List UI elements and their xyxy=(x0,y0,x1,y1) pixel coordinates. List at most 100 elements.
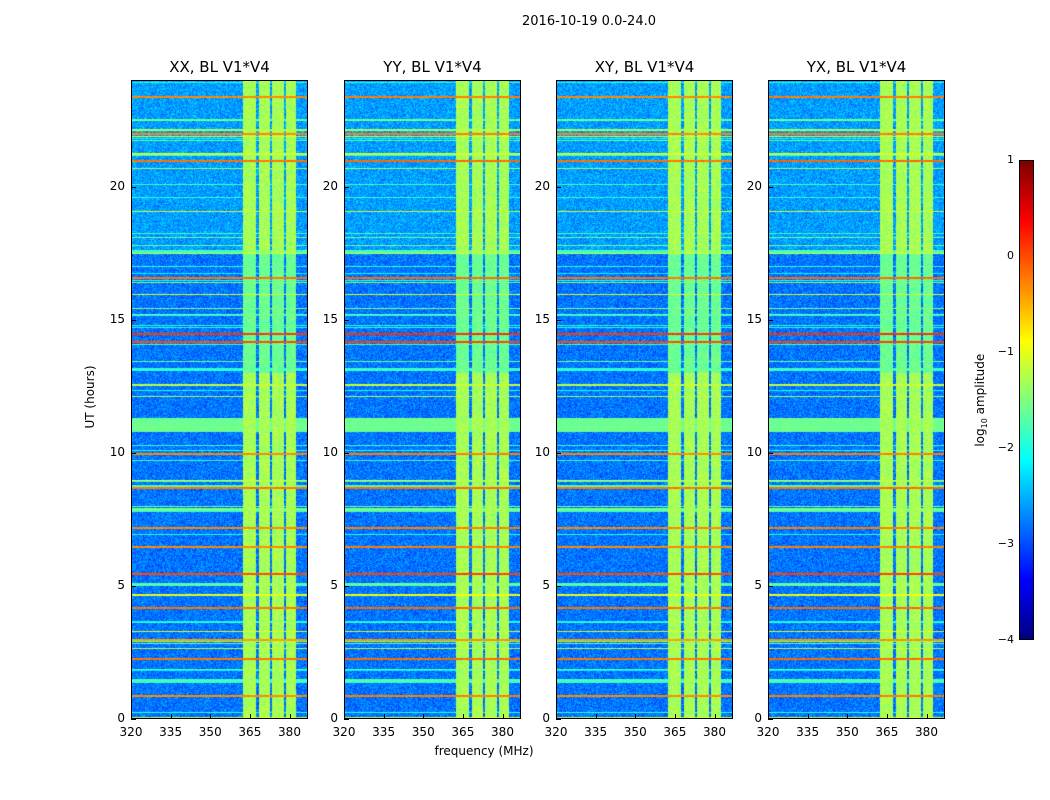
x-tick-mark xyxy=(502,714,504,719)
x-tick-label: 320 xyxy=(119,725,143,739)
y-tick-label: 10 xyxy=(109,444,125,459)
x-tick-mark xyxy=(847,714,849,719)
x-tick-label: 380 xyxy=(278,725,301,739)
axes-frame xyxy=(556,80,733,719)
x-tick-label: 335 xyxy=(372,725,396,739)
x-tick-label: 365 xyxy=(238,725,262,739)
y-tick-mark xyxy=(768,319,773,321)
y-tick-label: 5 xyxy=(754,577,762,592)
heatmap-image xyxy=(344,80,521,719)
y-tick-label: 20 xyxy=(534,178,550,193)
x-tick-mark xyxy=(807,714,809,719)
x-tick-mark xyxy=(768,714,769,719)
y-tick-label: 5 xyxy=(330,577,338,592)
colorbar-tick-label: 1 xyxy=(1007,153,1014,166)
x-tick-mark xyxy=(674,714,676,719)
x-tick-mark xyxy=(886,714,888,719)
y-tick-label: 20 xyxy=(322,178,338,193)
x-tick-label: 380 xyxy=(491,725,514,739)
y-tick-mark xyxy=(344,452,349,454)
heatmap-panel-2: XY, BL V1*V4 320 335 350 365 380 0 5 10 15 20 xyxy=(535,58,733,739)
panel-title: YX, BL V1*V4 xyxy=(806,58,907,76)
x-tick-label: 350 xyxy=(623,725,647,739)
y-tick-mark xyxy=(768,186,773,188)
x-tick-label: 365 xyxy=(663,725,687,739)
y-tick-mark xyxy=(131,452,136,454)
y-tick-mark xyxy=(768,585,773,587)
x-tick-label: 335 xyxy=(159,725,183,739)
x-tick-mark xyxy=(383,714,385,719)
y-tick-mark xyxy=(131,585,136,587)
y-tick-label: 15 xyxy=(109,311,125,326)
colorbar-tick-label: −4 xyxy=(997,633,1014,646)
x-tick-label: 335 xyxy=(796,725,820,739)
y-tick-mark xyxy=(768,719,773,720)
y-tick-label: 15 xyxy=(746,311,762,326)
y-tick-label: 10 xyxy=(322,444,338,459)
x-tick-label: 365 xyxy=(875,725,899,739)
colorbar-label: log10 amplitude xyxy=(972,353,990,447)
y-tick-mark xyxy=(131,719,136,720)
y-tick-label: 20 xyxy=(109,178,125,193)
x-tick-label: 320 xyxy=(332,725,356,739)
x-tick-label: 320 xyxy=(544,725,568,739)
y-tick-label: 0 xyxy=(542,711,550,725)
panel-title: XX, BL V1*V4 xyxy=(169,58,270,76)
y-tick-label: 5 xyxy=(542,577,550,592)
x-tick-mark xyxy=(926,714,928,719)
x-tick-mark xyxy=(210,714,212,719)
x-tick-mark xyxy=(344,714,345,719)
heatmap-image xyxy=(768,80,945,719)
x-tick-mark xyxy=(249,714,251,719)
y-tick-label: 20 xyxy=(746,178,762,193)
x-tick-label: 320 xyxy=(756,725,780,739)
heatmap-image xyxy=(556,80,733,719)
y-tick-mark xyxy=(131,319,136,321)
x-tick-label: 350 xyxy=(411,725,435,739)
x-tick-mark xyxy=(170,714,172,719)
panel-title: YY, BL V1*V4 xyxy=(383,58,482,76)
y-tick-mark xyxy=(768,452,773,454)
heatmap-panel-1: YY, BL V1*V4 320 335 350 365 380 0 5 10 15 20 xyxy=(323,58,521,739)
y-tick-mark xyxy=(344,585,349,587)
colorbar-tick-label: −2 xyxy=(997,441,1014,454)
x-tick-label: 335 xyxy=(584,725,608,739)
y-tick-mark xyxy=(556,452,561,454)
y-tick-mark xyxy=(556,719,561,720)
y-tick-label: 0 xyxy=(117,711,125,725)
y-tick-label: 0 xyxy=(330,711,338,725)
x-tick-mark xyxy=(556,714,557,719)
y-tick-label: 0 xyxy=(754,711,762,725)
figure-title: 2016-10-19 0.0-24.0 xyxy=(522,14,656,29)
y-tick-label: 15 xyxy=(534,311,550,326)
x-tick-label: 350 xyxy=(835,725,859,739)
y-tick-label: 10 xyxy=(534,444,550,459)
panel-title: XY, BL V1*V4 xyxy=(594,58,695,76)
y-tick-label: 10 xyxy=(746,444,762,459)
heatmap-panel-3: YX, BL V1*V4 320 335 350 365 380 0 5 10 15 20 xyxy=(747,58,945,739)
y-tick-mark xyxy=(556,186,561,188)
x-tick-mark xyxy=(289,714,291,719)
colorbar-tick-label: −1 xyxy=(997,345,1014,358)
y-tick-mark xyxy=(344,719,349,720)
heatmap-image xyxy=(131,80,308,719)
axes-frame xyxy=(131,80,308,719)
x-tick-label: 380 xyxy=(915,725,938,739)
x-axis-label: frequency (MHz) xyxy=(434,744,534,758)
y-tick-mark xyxy=(556,585,561,587)
x-tick-mark xyxy=(635,714,637,719)
y-tick-mark xyxy=(556,319,561,321)
y-tick-mark xyxy=(344,319,349,321)
colorbar xyxy=(1019,160,1034,640)
x-tick-mark xyxy=(131,714,132,719)
y-tick-label: 15 xyxy=(322,311,338,326)
x-tick-label: 350 xyxy=(198,725,222,739)
colorbar-tick-label: −3 xyxy=(997,537,1014,550)
y-tick-label: 5 xyxy=(117,577,125,592)
x-tick-mark xyxy=(423,714,425,719)
colorbar-tick-label: 0 xyxy=(1007,249,1014,262)
axes-frame xyxy=(344,80,521,719)
x-tick-mark xyxy=(595,714,597,719)
heatmap-panel-0: XX, BL V1*V4 320 335 350 365 380 0 5 10 15 20 xyxy=(110,58,308,739)
